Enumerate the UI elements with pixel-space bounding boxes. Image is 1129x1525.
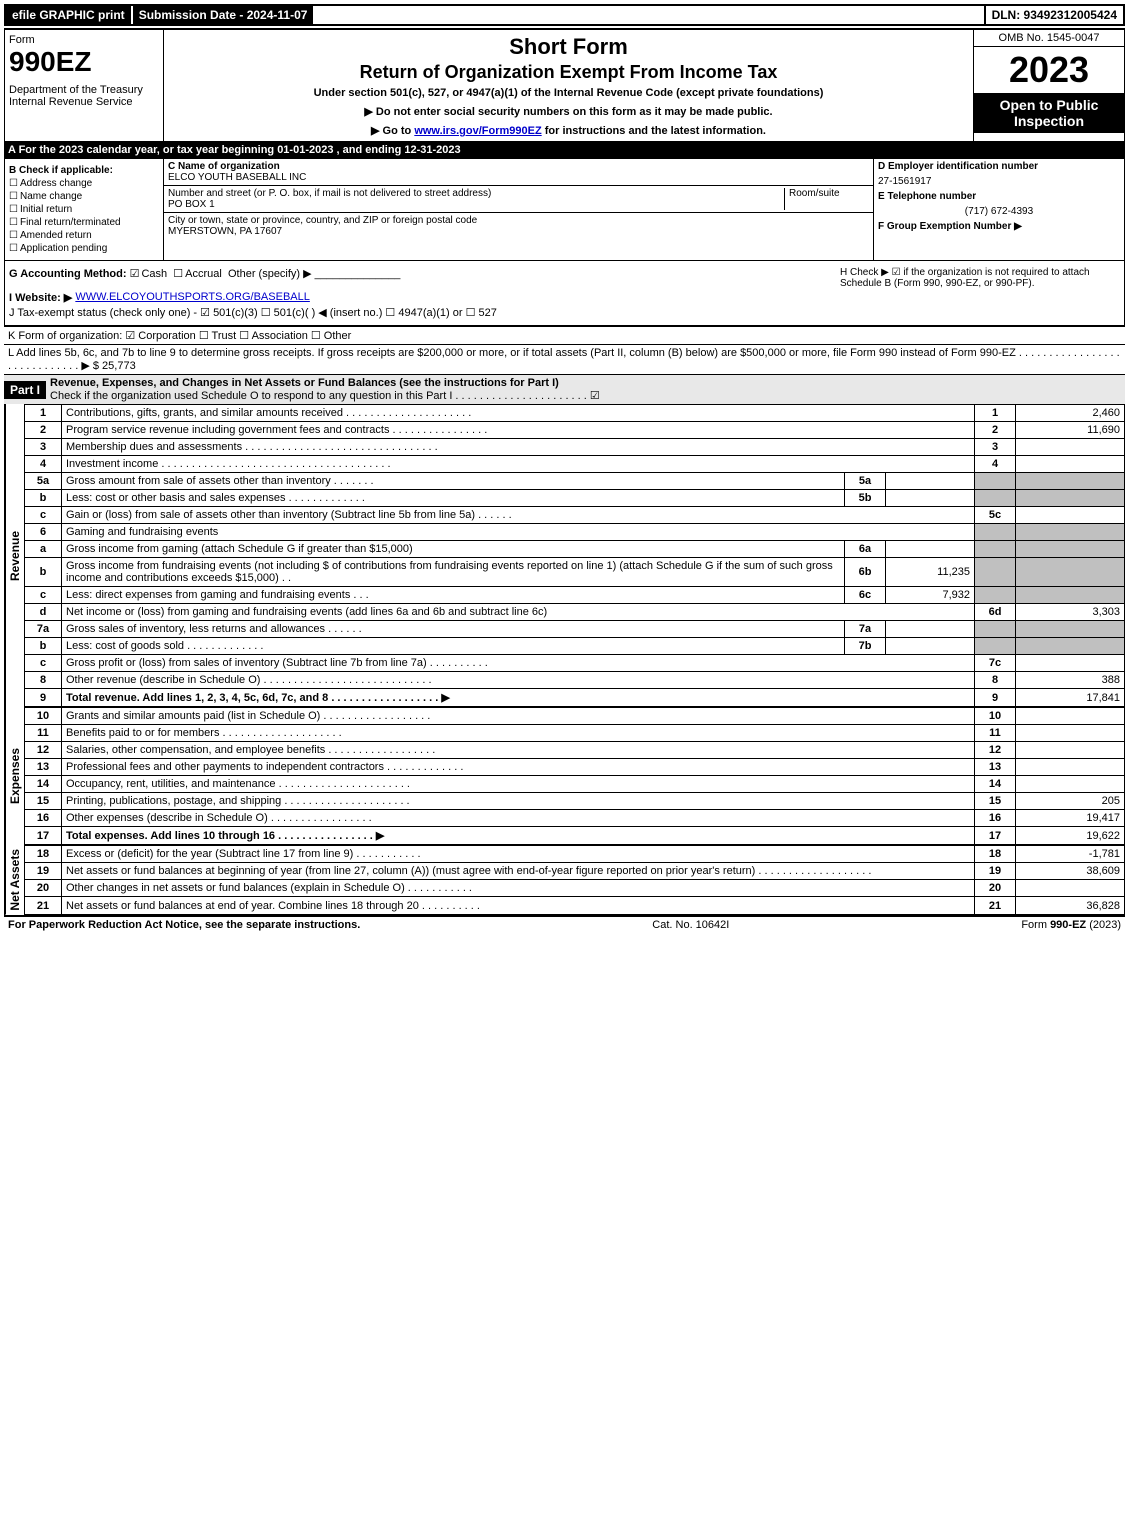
footer-left: For Paperwork Reduction Act Notice, see … (8, 919, 360, 931)
C-city: MYERSTOWN, PA 17607 (168, 226, 869, 237)
D-val: 27-1561917 (874, 174, 1124, 189)
B-opt-amended[interactable]: Amended return (9, 230, 159, 241)
C-city-cell: City or town, state or province, country… (164, 213, 873, 239)
B-opt-initial[interactable]: Initial return (9, 204, 159, 215)
expenses-label: Expenses (5, 707, 24, 845)
header-right: OMB No. 1545-0047 2023 Open to Public In… (973, 30, 1124, 141)
mid-rows: G Accounting Method: Cash Accrual Other … (4, 261, 1125, 326)
website-link[interactable]: WWW.ELCOYOUTHSPORTS.ORG/BASEBALL (75, 291, 310, 304)
L-row: L Add lines 5b, 6c, and 7b to line 9 to … (4, 344, 1125, 374)
partI-header: Part I Revenue, Expenses, and Changes in… (4, 374, 1125, 404)
partI-tag: Part I (4, 381, 46, 399)
title-short-form: Short Form (168, 34, 969, 60)
C-name-label: C Name of organization (168, 161, 869, 172)
net-assets-section: Net Assets 18Excess or (deficit) for the… (4, 845, 1125, 915)
net-assets-label: Net Assets (5, 845, 24, 915)
C-street-label: Number and street (or P. O. box, if mail… (168, 188, 491, 199)
B-opt-name[interactable]: Name change (9, 191, 159, 202)
net-assets-table: 18Excess or (deficit) for the year (Subt… (24, 845, 1125, 915)
B-label: B Check if applicable: (9, 165, 159, 176)
form-header: Form 990EZ Department of the Treasury In… (4, 28, 1125, 142)
header-left: Form 990EZ Department of the Treasury In… (5, 30, 164, 141)
partI-check: Check if the organization used Schedule … (50, 390, 600, 402)
B-opt-final[interactable]: Final return/terminated (9, 217, 159, 228)
G-row: G Accounting Method: Cash Accrual Other … (9, 267, 400, 289)
dln: DLN: 93492312005424 (984, 6, 1123, 24)
C-city-label: City or town, state or province, country… (168, 215, 869, 226)
footer-mid: Cat. No. 10642I (652, 919, 729, 931)
info-block: B Check if applicable: Address change Na… (4, 158, 1125, 261)
D-label: D Employer identification number (874, 159, 1124, 174)
page-footer: For Paperwork Reduction Act Notice, see … (4, 915, 1125, 933)
C-street-cell: Number and street (or P. O. box, if mail… (164, 186, 873, 213)
irs: Internal Revenue Service (9, 96, 159, 108)
C-room-label: Room/suite (784, 188, 869, 210)
footer-right: Form 990-EZ (2023) (1021, 919, 1121, 931)
tax-year: 2023 (974, 47, 1124, 93)
goto-note: ▶ Go to www.irs.gov/Form990EZ for instru… (168, 124, 969, 137)
C-street: PO BOX 1 (168, 199, 215, 210)
omb: OMB No. 1545-0047 (974, 30, 1124, 47)
B-opt-pending[interactable]: Application pending (9, 243, 159, 254)
col-DEF: D Employer identification number 27-1561… (874, 159, 1124, 260)
E-val: (717) 672-4393 (874, 204, 1124, 219)
form-word: Form (9, 34, 159, 46)
form-number: 990EZ (9, 46, 159, 78)
row-A: A For the 2023 calendar year, or tax yea… (4, 142, 1125, 158)
col-C: C Name of organization ELCO YOUTH BASEBA… (164, 159, 874, 260)
F-label: F Group Exemption Number ▶ (874, 219, 1124, 234)
B-opt-address[interactable]: Address change (9, 178, 159, 189)
C-name-cell: C Name of organization ELCO YOUTH BASEBA… (164, 159, 873, 186)
ssn-note: ▶ Do not enter social security numbers o… (168, 105, 969, 118)
I-row: I Website: ▶ WWW.ELCOYOUTHSPORTS.ORG/BAS… (9, 291, 1120, 304)
subtitle: Under section 501(c), 527, or 4947(a)(1)… (168, 87, 969, 99)
partI-title: Revenue, Expenses, and Changes in Net As… (50, 377, 559, 389)
expenses-table: 10Grants and similar amounts paid (list … (24, 707, 1125, 845)
K-row: K Form of organization: ☑ Corporation ☐ … (4, 326, 1125, 344)
title-return: Return of Organization Exempt From Incom… (168, 62, 969, 83)
E-label: E Telephone number (874, 189, 1124, 204)
C-name: ELCO YOUTH BASEBALL INC (168, 172, 869, 183)
dept: Department of the Treasury (9, 84, 159, 96)
expenses-section: Expenses 10Grants and similar amounts pa… (4, 707, 1125, 845)
efile-label: efile GRAPHIC print (6, 6, 131, 24)
col-B: B Check if applicable: Address change Na… (5, 159, 164, 260)
revenue-table: 1Contributions, gifts, grants, and simil… (24, 404, 1125, 707)
H-row: H Check ▶ ☑ if the organization is not r… (840, 267, 1120, 289)
submission-date: Submission Date - 2024-11-07 (131, 6, 314, 24)
revenue-label: Revenue (5, 404, 24, 707)
irs-link[interactable]: www.irs.gov/Form990EZ (414, 125, 541, 137)
open-inspection: Open to Public Inspection (974, 93, 1124, 133)
header-center: Short Form Return of Organization Exempt… (164, 30, 973, 141)
revenue-section: Revenue 1Contributions, gifts, grants, a… (4, 404, 1125, 707)
top-bar: efile GRAPHIC print Submission Date - 20… (4, 4, 1125, 26)
J-row: J Tax-exempt status (check only one) - ☑… (9, 306, 1120, 319)
